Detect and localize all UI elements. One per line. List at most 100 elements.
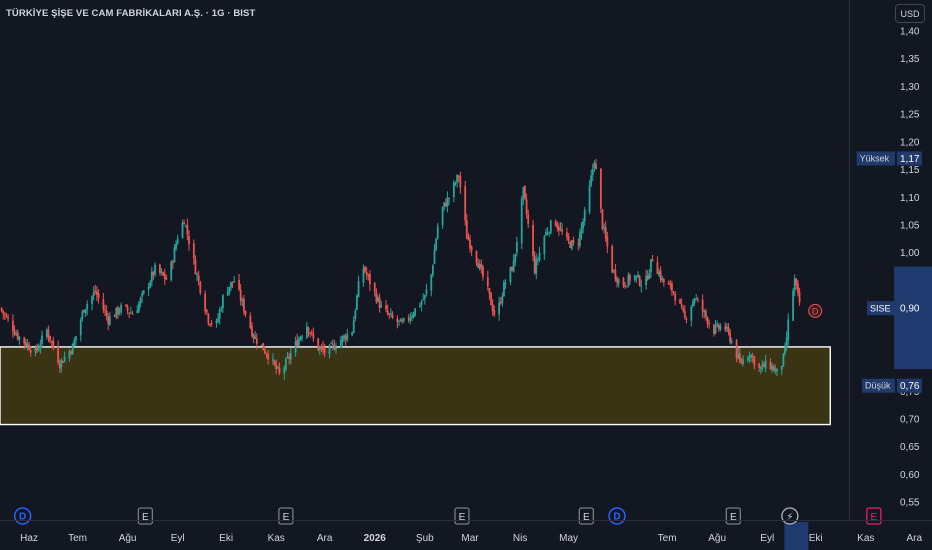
candle-139 — [312, 327, 315, 342]
earnings-event-icon[interactable]: E — [454, 507, 470, 525]
candle-269 — [606, 231, 609, 254]
candle-253 — [570, 239, 573, 251]
time-tick-label: Nis — [513, 533, 527, 544]
candle-190 — [430, 273, 433, 297]
candle-200 — [452, 179, 455, 203]
earnings-event-icon[interactable]: E — [578, 507, 594, 525]
candle-310 — [701, 294, 704, 318]
candle-66 — [149, 279, 152, 289]
price-tick-label: 0,70 — [900, 414, 920, 425]
candle-224 — [504, 279, 507, 290]
candle-78 — [175, 240, 177, 251]
time-tick-label: Eki — [219, 533, 233, 544]
candle-280 — [633, 274, 636, 283]
candle-64 — [142, 289, 145, 295]
candle-105 — [238, 273, 240, 292]
candle-223 — [503, 279, 505, 297]
candle-297 — [671, 280, 673, 296]
candle-143 — [322, 340, 324, 355]
candle-115 — [260, 344, 263, 347]
candle-126 — [284, 356, 287, 372]
earnings-event-icon[interactable]: E — [278, 507, 294, 525]
candle-99 — [222, 294, 224, 313]
candle-278 — [627, 272, 630, 288]
candle-213 — [480, 259, 483, 274]
candle-49 — [108, 311, 111, 326]
candle-184 — [414, 308, 417, 317]
candle-153 — [344, 333, 347, 346]
candle-68 — [152, 270, 155, 280]
candle-284 — [640, 279, 643, 293]
price-tick-label: 0,55 — [900, 498, 920, 509]
candle-240 — [543, 235, 546, 260]
candle-260 — [588, 180, 591, 215]
candle-338 — [763, 361, 765, 368]
candle-44 — [97, 289, 100, 304]
currency-button[interactable]: USD — [895, 4, 925, 23]
time-tick-label: Eyl — [171, 533, 185, 544]
candle-7 — [15, 329, 18, 337]
candle-74 — [165, 274, 168, 281]
candle-219 — [493, 305, 496, 317]
candle-331 — [748, 351, 751, 363]
candle-188 — [423, 294, 426, 305]
candle-123 — [276, 365, 279, 369]
svg-text:⚡: ⚡ — [786, 512, 793, 523]
candle-265 — [599, 168, 602, 213]
dividend-event-icon[interactable]: D — [13, 507, 32, 525]
svg-text:E: E — [459, 512, 466, 523]
price-tick-label: 1,25 — [900, 110, 920, 121]
candle-33 — [73, 337, 76, 347]
candle-251 — [567, 233, 570, 244]
candle-141 — [318, 346, 321, 356]
candle-89 — [199, 280, 202, 296]
candle-30 — [68, 349, 71, 362]
candle-199 — [448, 197, 450, 206]
candle-351 — [793, 274, 796, 297]
candle-127 — [286, 352, 289, 359]
earnings-event-icon[interactable]: E — [137, 507, 154, 525]
candle-316 — [714, 320, 717, 335]
price-scale-border — [849, 0, 850, 520]
candle-23 — [50, 340, 53, 349]
support-zone-rect[interactable] — [0, 346, 831, 426]
candle-118 — [265, 352, 268, 359]
candle-347 — [784, 342, 786, 356]
candle-173 — [389, 307, 392, 318]
candle-226 — [511, 266, 513, 272]
candle-255 — [577, 238, 580, 251]
candle-121 — [273, 359, 276, 367]
time-axis[interactable]: Haz Tem Ağu Eyl Eki Kas Ara 2026 Şub Mar Nis May Tem… — [20, 522, 922, 550]
candle-72 — [162, 271, 165, 277]
candle-140 — [317, 337, 320, 352]
candles-layer — [0, 158, 801, 380]
candle-86 — [194, 255, 197, 275]
candle-287 — [648, 269, 651, 280]
candle-63 — [141, 290, 144, 303]
candle-343 — [774, 364, 777, 375]
price-tick-label: 0,60 — [900, 470, 920, 481]
candle-201 — [454, 181, 457, 187]
candle-144 — [323, 343, 326, 358]
candle-332 — [750, 353, 752, 362]
candle-13 — [28, 341, 30, 351]
dividend-event-icon[interactable]: D — [608, 507, 626, 525]
earnings_future-event-icon[interactable]: E — [866, 507, 882, 525]
candle-85 — [192, 239, 195, 265]
candle-136 — [307, 326, 310, 337]
candle-161 — [364, 265, 366, 274]
candle-134 — [301, 334, 303, 342]
candle-230 — [520, 195, 523, 250]
candle-336 — [759, 365, 762, 374]
candle-249 — [561, 222, 564, 235]
earnings-event-icon[interactable]: E — [725, 507, 741, 525]
candle-166 — [375, 288, 378, 305]
candle-34 — [75, 335, 77, 346]
candle-220 — [498, 296, 501, 321]
candle-208 — [469, 234, 471, 253]
time-axis-border — [0, 520, 932, 521]
split-event-icon[interactable]: ⚡ — [781, 507, 799, 525]
candle-295 — [667, 280, 670, 285]
dividend-marker-icon[interactable] — [808, 303, 823, 318]
